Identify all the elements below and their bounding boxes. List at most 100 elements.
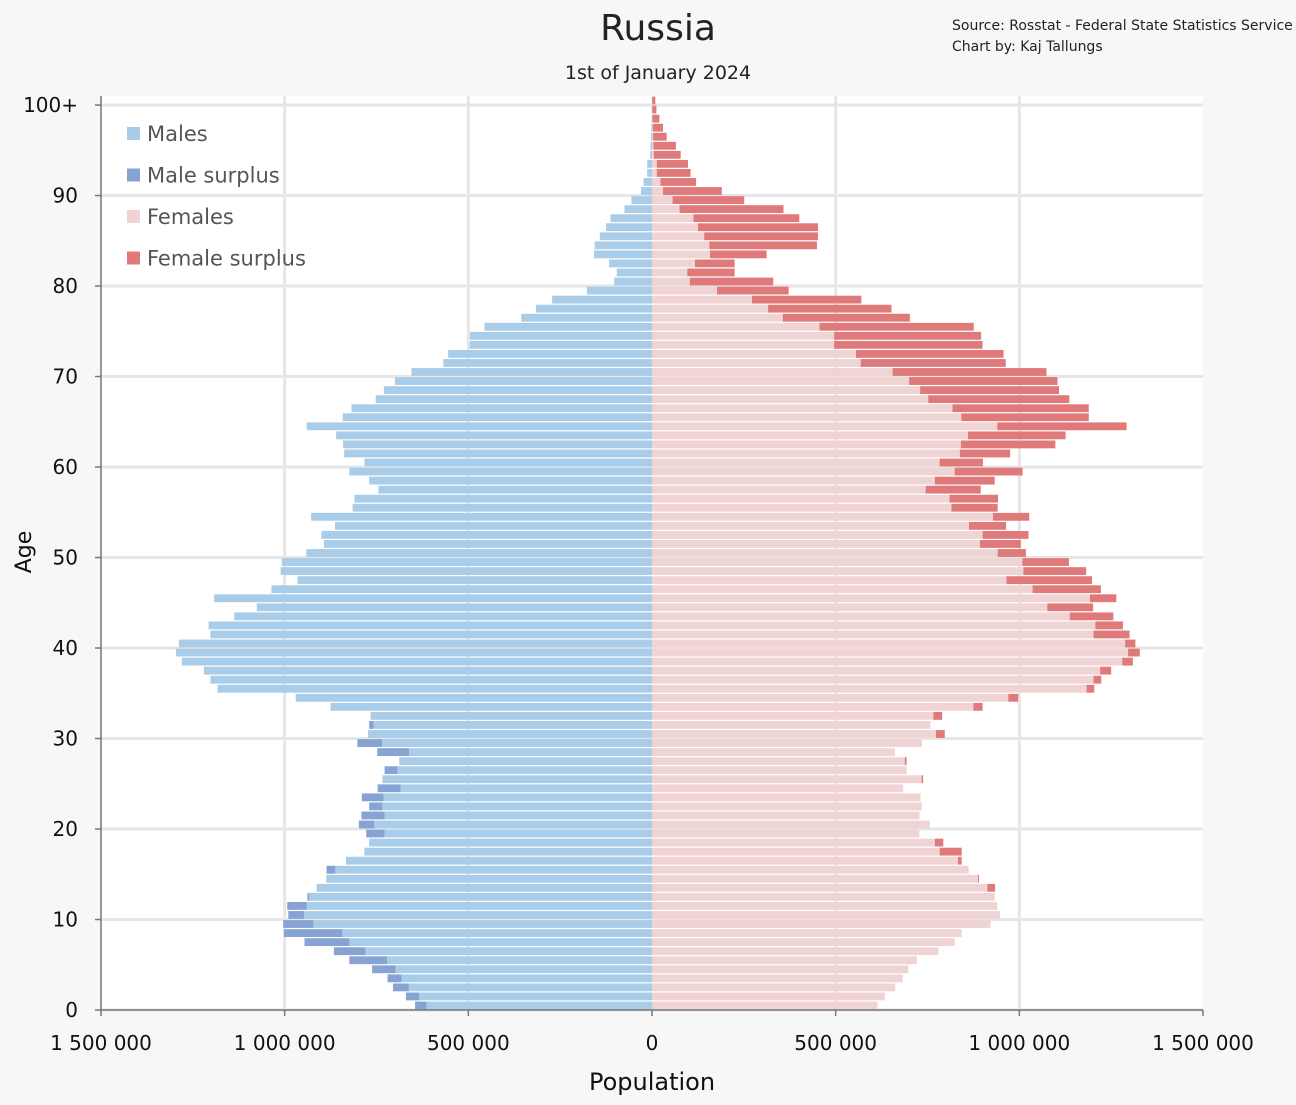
female-bar <box>652 232 705 241</box>
female-surplus-bar <box>925 485 981 494</box>
y-tick-label: 10 <box>53 908 78 932</box>
female-bar <box>652 549 998 557</box>
female-bar <box>652 721 931 729</box>
female-surplus-bar <box>997 422 1127 431</box>
female-surplus-bar <box>652 114 660 123</box>
female-bar <box>652 820 930 829</box>
female-surplus-bar <box>949 494 999 503</box>
female-bar <box>652 422 998 431</box>
male-bar <box>593 250 652 259</box>
female-bar <box>652 811 920 820</box>
male-bar <box>443 359 652 367</box>
male-bar <box>594 241 652 250</box>
male-bar <box>271 585 652 594</box>
female-bar <box>652 657 1123 666</box>
male-bar <box>210 630 652 639</box>
male-bar <box>369 476 652 485</box>
male-bar <box>349 938 652 947</box>
x-tick-label: 500 000 <box>427 1031 510 1055</box>
male-bar <box>321 530 652 539</box>
female-bar <box>652 892 995 901</box>
male-bar <box>469 340 652 349</box>
female-bar <box>652 902 998 910</box>
female-bar <box>652 286 718 295</box>
female-surplus-bar <box>934 476 995 485</box>
male-bar <box>397 766 652 775</box>
female-surplus-bar <box>656 168 691 177</box>
female-surplus-bar <box>1006 576 1093 585</box>
female-surplus-bar <box>920 386 1060 395</box>
male-bar <box>369 838 652 847</box>
y-tick-label: 0 <box>65 998 78 1022</box>
male-bar <box>614 277 652 286</box>
female-bar <box>652 521 970 530</box>
legend-swatch <box>127 210 140 223</box>
male-bar <box>400 784 652 793</box>
male-surplus-bar <box>393 983 409 992</box>
female-surplus-bar <box>689 277 774 286</box>
female-surplus-bar <box>860 359 1006 367</box>
female-bar <box>652 938 955 947</box>
male-bar <box>384 829 652 838</box>
male-bar <box>343 440 652 449</box>
female-surplus-bar <box>1008 693 1019 702</box>
female-surplus-bar <box>834 340 983 349</box>
y-tick-label: 90 <box>53 184 78 208</box>
y-tick-label: 40 <box>53 636 78 660</box>
male-bar <box>384 811 652 820</box>
female-surplus-bar <box>954 467 1023 476</box>
female-bar <box>652 911 1000 919</box>
female-bar <box>652 187 664 195</box>
female-surplus-bar <box>652 96 656 105</box>
male-bar <box>203 666 652 675</box>
female-bar <box>652 313 783 322</box>
x-tick-label: 1 500 000 <box>1152 1031 1254 1055</box>
male-bar <box>631 196 652 204</box>
female-surplus-bar <box>1022 558 1069 566</box>
female-bar <box>652 449 960 458</box>
male-bar <box>210 675 652 684</box>
legend-swatch <box>127 127 140 140</box>
female-surplus-bar <box>909 377 1058 385</box>
male-bar <box>609 259 652 268</box>
female-bar <box>652 395 929 404</box>
female-bar <box>652 603 1048 612</box>
male-bar <box>616 268 652 277</box>
male-bar <box>295 693 652 702</box>
female-bar <box>652 865 969 874</box>
male-bar <box>306 549 652 557</box>
female-bar <box>652 621 1096 630</box>
male-bar <box>344 449 652 458</box>
female-bar <box>652 386 921 395</box>
male-surplus-bar <box>369 802 383 811</box>
x-axis-label: Population <box>589 1068 715 1096</box>
female-bar <box>652 956 917 965</box>
male-surplus-bar <box>372 965 396 974</box>
legend: Males Male surplus Females Female surplus <box>127 122 306 271</box>
female-bar <box>652 838 935 847</box>
male-bar <box>382 802 652 811</box>
male-bar <box>651 123 652 132</box>
male-bar <box>335 865 652 874</box>
female-bar <box>652 178 661 186</box>
female-surplus-bar <box>969 521 1007 530</box>
female-bar <box>652 431 968 440</box>
female-surplus-bar <box>652 105 657 114</box>
female-bar <box>652 639 1126 648</box>
female-bar <box>652 612 1070 621</box>
male-surplus-bar <box>377 748 410 757</box>
male-bar <box>309 892 652 901</box>
male-surplus-bar <box>384 766 398 775</box>
chart-subtitle: 1st of January 2024 <box>564 62 752 84</box>
male-bar <box>382 739 652 747</box>
male-bar <box>383 386 652 395</box>
male-surplus-bar <box>326 865 336 874</box>
female-bar <box>652 702 974 711</box>
male-bar <box>364 847 652 856</box>
male-surplus-bar <box>361 793 384 802</box>
male-bar <box>552 295 652 304</box>
female-surplus-bar <box>1032 585 1101 594</box>
female-bar <box>652 766 907 775</box>
legend-swatch <box>127 251 140 265</box>
female-surplus-bar <box>1125 639 1136 648</box>
